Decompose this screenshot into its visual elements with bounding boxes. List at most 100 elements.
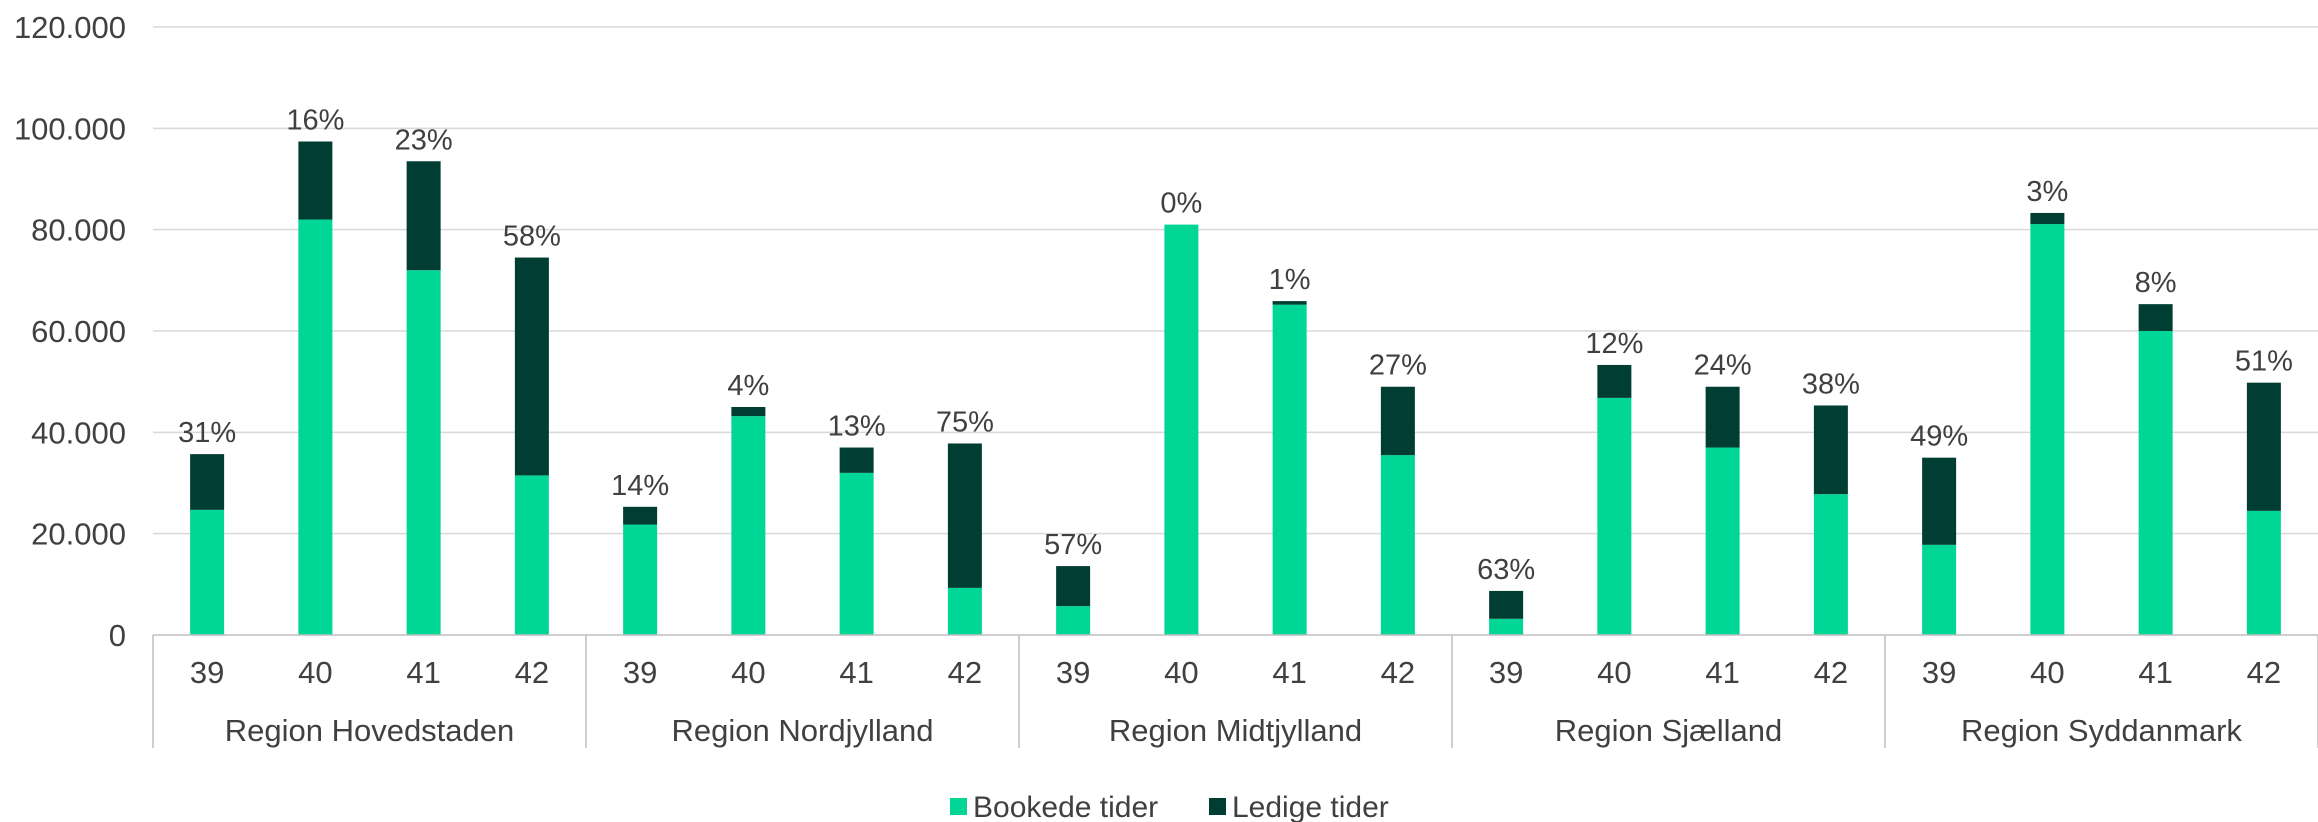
x-tick-label: 42 <box>1814 655 1848 690</box>
x-tick-label: 40 <box>2030 655 2064 690</box>
data-label: 31% <box>178 417 236 449</box>
y-axis-tick-labels: 0 20.000 40.000 60.000 80.000 100.000 120.000 <box>14 10 126 653</box>
bar-bookede-tider <box>298 219 333 636</box>
legend-swatch <box>1209 798 1226 815</box>
group-label: Region Sjælland <box>1555 713 1782 748</box>
bar-ledige-tider <box>406 161 441 271</box>
data-label: 4% <box>727 370 769 402</box>
x-tick-label: 41 <box>406 655 440 690</box>
x-axis: 39 40 41 42 39 40 41 42 39 40 41 42 39 40 41 42 39 40 41 42… <box>152 634 2318 748</box>
data-label: 63% <box>1477 554 1535 586</box>
x-tick-label: 42 <box>515 655 549 690</box>
bar-ledige-tider <box>2246 382 2281 511</box>
data-label: 24% <box>1694 350 1752 382</box>
x-tick-label: 39 <box>190 655 224 690</box>
y-tick-label: 80.000 <box>31 213 126 248</box>
x-tick-label: 41 <box>839 655 873 690</box>
bar-ledige-tider <box>1705 386 1740 448</box>
data-label: 49% <box>1910 421 1968 453</box>
bar-bookede-tider <box>1489 618 1524 635</box>
bar-ledige-tider <box>190 454 225 510</box>
bar-ledige-tider <box>731 407 766 417</box>
y-tick-label: 40.000 <box>31 415 126 450</box>
gridlines <box>153 26 2318 535</box>
data-label: 51% <box>2235 346 2293 378</box>
data-label: 16% <box>286 105 344 137</box>
x-tick-label: 42 <box>1381 655 1415 690</box>
bars <box>190 141 2281 636</box>
legend-label: Ledige tider <box>1232 791 1389 822</box>
data-label: 3% <box>2026 176 2068 208</box>
x-tick-label: 40 <box>298 655 332 690</box>
data-label: 23% <box>395 124 453 156</box>
bar-ledige-tider <box>298 141 333 220</box>
y-tick-label: 0 <box>109 618 126 653</box>
bar-ledige-tider <box>1056 566 1091 607</box>
bar-bookede-tider <box>1380 455 1415 635</box>
group-label: Region Syddanmark <box>1961 713 2242 748</box>
legend-label: Bookede tider <box>973 791 1158 822</box>
y-tick-label: 60.000 <box>31 314 126 349</box>
bar-ledige-tider <box>623 506 658 525</box>
x-tick-label: 39 <box>1922 655 1956 690</box>
group-label: Region Hovedstaden <box>225 713 515 748</box>
bar-ledige-tider <box>1380 386 1415 456</box>
data-label: 8% <box>2135 267 2177 299</box>
bar-ledige-tider <box>947 443 982 588</box>
x-tick-label: 39 <box>1489 655 1523 690</box>
group-label: Region Midtjylland <box>1109 713 1362 748</box>
bar-bookede-tider <box>947 587 982 635</box>
data-label: 75% <box>936 406 994 438</box>
bar-bookede-tider <box>190 509 225 635</box>
bar-bookede-tider <box>731 416 766 635</box>
bar-bookede-tider <box>1164 224 1199 635</box>
x-tick-label: 41 <box>1705 655 1739 690</box>
bar-ledige-tider <box>1922 457 1957 545</box>
y-tick-label: 20.000 <box>31 517 126 552</box>
x-tick-label: 40 <box>1597 655 1631 690</box>
y-tick-label: 120.000 <box>14 10 126 45</box>
data-label: 0% <box>1160 188 1202 220</box>
bar-ledige-tider <box>514 257 549 476</box>
bar-bookede-tider <box>1922 544 1957 635</box>
data-label: 14% <box>611 470 669 502</box>
bar-bookede-tider <box>2138 331 2173 635</box>
bar-ledige-tider <box>1813 405 1848 495</box>
bar-bookede-tider <box>2246 510 2281 635</box>
y-tick-label: 100.000 <box>14 111 126 146</box>
x-tick-label: 39 <box>1056 655 1090 690</box>
data-labels: 31% 16% 23% 58% 14% 4% 13% 75% 57% 0% 1% 27% 63% 12% 2… <box>178 105 2293 586</box>
bar-ledige-tider <box>1272 301 1307 305</box>
data-label: 57% <box>1044 529 1102 561</box>
x-tick-label: 41 <box>1272 655 1306 690</box>
x-tick-label: 41 <box>2138 655 2172 690</box>
bar-bookede-tider <box>1813 494 1848 635</box>
data-label: 27% <box>1369 350 1427 382</box>
bar-bookede-tider <box>1056 606 1091 635</box>
data-label: 58% <box>503 221 561 253</box>
bar-bookede-tider <box>514 475 549 635</box>
group-label: Region Nordjylland <box>672 713 934 748</box>
x-tick-label: 42 <box>2247 655 2281 690</box>
bar-bookede-tider <box>2030 224 2065 636</box>
bar-bookede-tider <box>1597 397 1632 635</box>
bar-bookede-tider <box>623 524 658 635</box>
bar-ledige-tider <box>2138 304 2173 331</box>
data-label: 13% <box>828 411 886 443</box>
x-tick-label: 40 <box>731 655 765 690</box>
bar-bookede-tider <box>1705 447 1740 635</box>
data-label: 38% <box>1802 368 1860 400</box>
x-tick-label: 39 <box>623 655 657 690</box>
bar-ledige-tider <box>1597 364 1632 398</box>
bar-bookede-tider <box>1272 304 1307 635</box>
bar-bookede-tider <box>406 270 441 635</box>
legend: Bookede tider Ledige tider <box>950 791 1389 822</box>
bar-ledige-tider <box>1489 590 1524 619</box>
bar-ledige-tider <box>2030 212 2065 225</box>
data-label: 12% <box>1585 328 1643 360</box>
bar-bookede-tider <box>839 472 874 635</box>
data-label: 1% <box>1269 264 1311 296</box>
legend-swatch <box>950 798 967 815</box>
x-tick-label: 40 <box>1164 655 1198 690</box>
